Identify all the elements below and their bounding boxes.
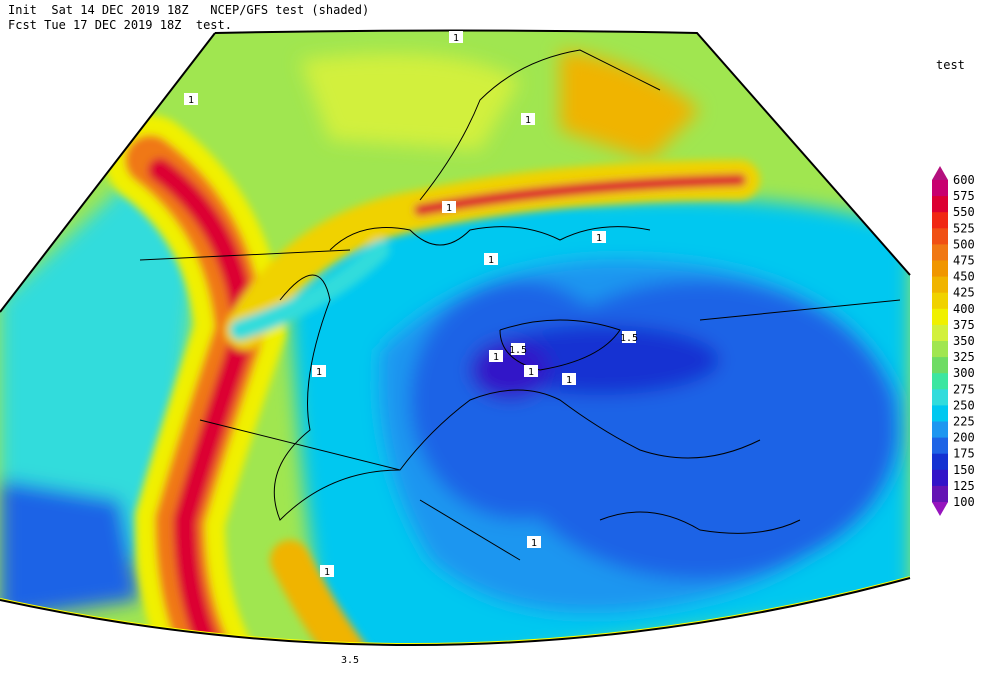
contour-label: 1: [531, 538, 537, 549]
legend-label: 500: [953, 237, 975, 251]
contour-label: 1: [525, 115, 531, 126]
contour-label-box: [489, 350, 503, 362]
legend-swatch: [932, 469, 948, 487]
legend-swatch: [932, 437, 948, 455]
legend-label: 325: [953, 350, 975, 364]
contour-label: 1: [493, 352, 499, 363]
legend-swatch: [932, 260, 948, 278]
legend-label: 350: [953, 334, 975, 348]
legend-label: 375: [953, 318, 975, 332]
contour-label-box: [521, 113, 535, 125]
contour-label-box: [320, 565, 334, 577]
contour-label: 1.5: [620, 333, 638, 344]
contour-label-box: [312, 365, 326, 377]
legend-arrow: [932, 502, 948, 516]
contour-label-box: [184, 93, 198, 105]
contour-label-box: [562, 373, 576, 385]
contour-label-box: [484, 253, 498, 265]
legend-swatch: [932, 276, 948, 294]
header-line: Fcst Tue 17 DEC 2019 18Z test.: [8, 18, 232, 32]
shaded-field: [0, 30, 910, 646]
contour-label: 1: [488, 255, 494, 266]
contour-label-box: [511, 343, 525, 355]
legend-swatch: [932, 453, 948, 471]
legend-label: 400: [953, 302, 975, 316]
legend: 600 575 550 525 500 475 450 425 400 375 350 325 300 2…: [932, 166, 975, 516]
legend-label: 525: [953, 221, 975, 235]
legend-label: 200: [953, 431, 975, 445]
legend-swatch: [932, 228, 948, 245]
contour-label: 3.5: [341, 655, 359, 666]
contour-label: 1: [596, 233, 602, 244]
legend-swatch: [932, 341, 948, 358]
map-border: [0, 29, 911, 647]
contour-label: 1: [566, 375, 572, 386]
legend-label: 125: [953, 479, 975, 493]
legend-swatch: [932, 421, 948, 439]
header-line: Init Sat 14 DEC 2019 18Z NCEP/GFS test (…: [8, 3, 369, 17]
legend-label: 250: [953, 398, 975, 412]
contour-label: 1: [453, 33, 459, 44]
contour-label: 1: [188, 95, 194, 106]
legend-title: test: [936, 58, 965, 72]
contour-label-box: [343, 653, 357, 665]
legend-label: 450: [953, 270, 975, 284]
legend-swatch: [932, 389, 948, 406]
legend-label: 300: [953, 366, 975, 380]
contour-label-box: [527, 536, 541, 548]
contour-label-box: [442, 201, 456, 213]
legend-swatch: [932, 292, 948, 310]
legend-label: 575: [953, 189, 975, 203]
legend-swatch: [932, 357, 948, 374]
legend-swatch: [932, 244, 948, 261]
contour-label-box: [449, 31, 463, 43]
legend-label: 100: [953, 495, 975, 509]
contour-label: 1: [324, 567, 330, 578]
contour-label: 1: [316, 367, 322, 378]
contour-label-box: [524, 365, 538, 377]
legend-arrow: [932, 166, 948, 180]
legend-swatch: [932, 405, 948, 422]
legend-swatch: [932, 196, 948, 213]
legend-label: 600: [953, 173, 975, 187]
legend-label: 475: [953, 254, 975, 268]
legend-label: 175: [953, 447, 975, 461]
legend-label: 425: [953, 286, 975, 300]
legend-label: 275: [953, 382, 975, 396]
contour-label-box: [592, 231, 606, 243]
legend-label: 150: [953, 463, 975, 477]
legend-label: 550: [953, 205, 975, 219]
coastlines: [139, 49, 901, 561]
legend-label: 225: [953, 415, 975, 429]
legend-swatch: [932, 324, 948, 342]
legend-swatch: [932, 485, 948, 503]
contour-label: 1: [446, 203, 452, 214]
legend-swatch: [932, 308, 948, 326]
legend-swatch: [932, 373, 948, 390]
legend-swatch: [932, 212, 948, 229]
contour-label-box: [622, 331, 636, 343]
contour-label: 1.5: [509, 345, 527, 356]
contour-label: 1: [528, 367, 534, 378]
legend-swatch: [932, 180, 948, 197]
